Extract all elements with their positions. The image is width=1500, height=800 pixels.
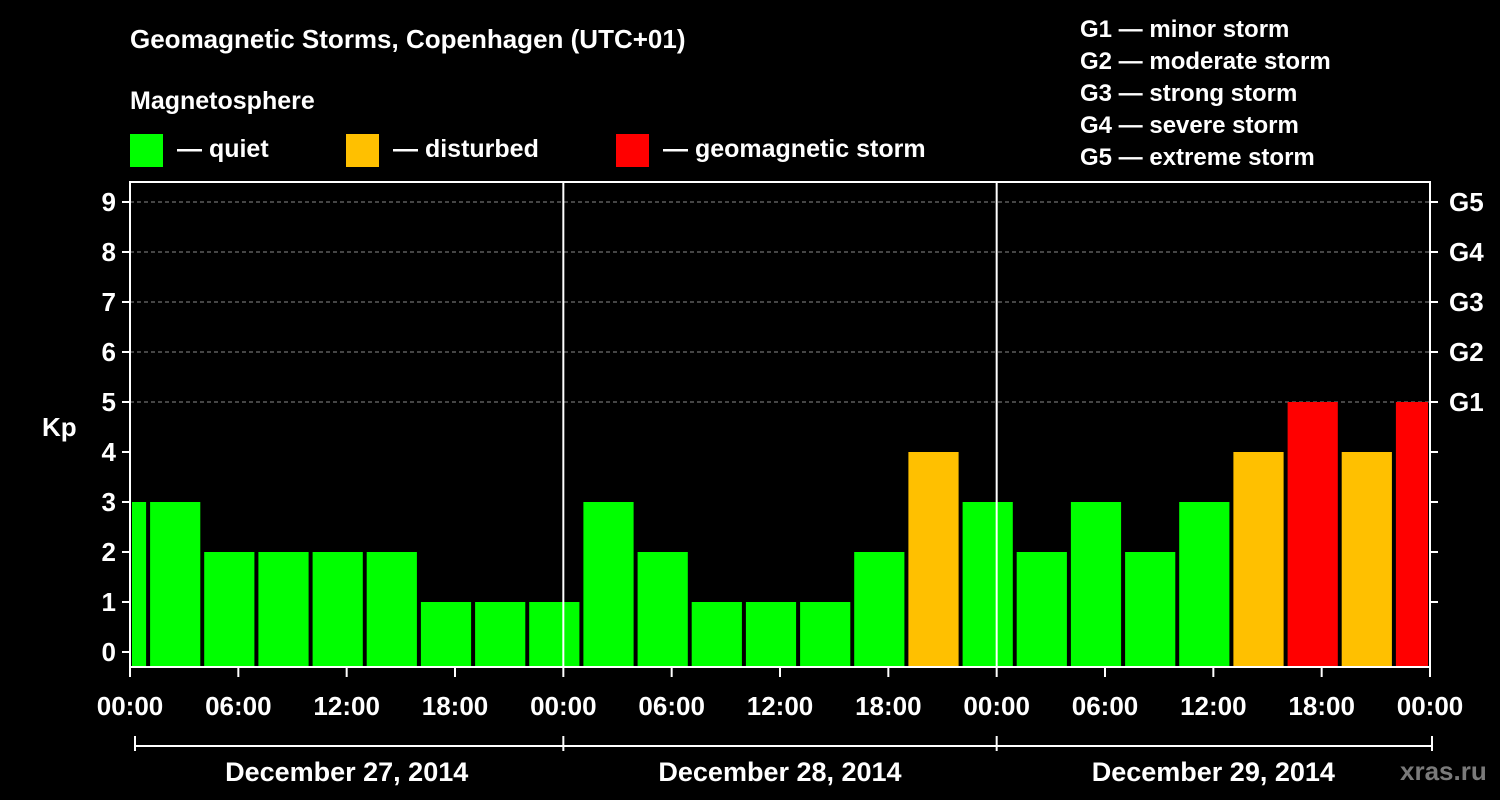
y-tick-label: 3 xyxy=(102,487,116,517)
chart-subtitle: Magnetosphere xyxy=(130,87,315,115)
kp-bar xyxy=(1070,502,1122,667)
kp-bar xyxy=(854,552,905,667)
kp-bar xyxy=(1341,452,1392,667)
bars xyxy=(132,402,1428,667)
date-axis: December 27, 2014 December 28, 2014 Decemb… xyxy=(134,736,1433,787)
y-axis-label: Kp xyxy=(42,412,77,442)
legend-swatch-quiet xyxy=(130,134,163,167)
x-tick-label: 00:00 xyxy=(1397,691,1464,721)
x-axis: 00:00 06:00 12:00 18:00 00:00 06:00 12:00 18:00… xyxy=(97,667,1464,721)
y-tick-label: 5 xyxy=(102,387,116,417)
y-tick-label: 9 xyxy=(102,187,116,217)
kp-bar xyxy=(800,602,851,667)
x-tick-label: 12:00 xyxy=(1180,691,1247,721)
g-scale-label: G5 xyxy=(1449,187,1484,217)
storm-level-g2: G2 — moderate storm xyxy=(1080,48,1331,75)
date-label: December 27, 2014 xyxy=(225,757,468,787)
kp-bar xyxy=(691,602,742,667)
kp-bar xyxy=(1287,402,1338,667)
legend-swatch-disturbed xyxy=(346,134,379,167)
y-tick-label: 4 xyxy=(102,437,117,467)
date-label: December 29, 2014 xyxy=(1092,757,1335,787)
kp-bar xyxy=(1233,452,1284,667)
kp-bar xyxy=(745,602,797,667)
kp-bar xyxy=(529,602,580,667)
kp-bar xyxy=(1016,552,1067,667)
g-scale-label: G2 xyxy=(1449,337,1484,367)
legend-label-quiet: — quiet xyxy=(177,135,269,163)
storm-level-g5: G5 — extreme storm xyxy=(1080,144,1315,171)
x-tick-label: 18:00 xyxy=(1288,691,1355,721)
g-scale-label: G3 xyxy=(1449,287,1484,317)
y-tick-label: 1 xyxy=(102,587,116,617)
x-tick-label: 06:00 xyxy=(638,691,705,721)
kp-bar xyxy=(312,552,363,667)
kp-bar xyxy=(258,552,309,667)
x-tick-label: 18:00 xyxy=(855,691,922,721)
kp-bar xyxy=(132,502,147,667)
kp-bar xyxy=(1395,402,1428,667)
y-tick-label: 2 xyxy=(102,537,116,567)
kp-bar xyxy=(150,502,201,667)
x-tick-label: 18:00 xyxy=(422,691,489,721)
legend-swatch-storm xyxy=(616,134,649,167)
y-axis: 0 1 2 3 4 5 6 7 8 9 xyxy=(102,187,130,667)
storm-level-legend: G1 — minor storm G2 — moderate storm G3 … xyxy=(1080,16,1331,171)
chart-title: Geomagnetic Storms, Copenhagen (UTC+01) xyxy=(130,24,685,54)
legend-label-storm: — geomagnetic storm xyxy=(663,135,926,163)
watermark: xras.ru xyxy=(1400,756,1487,786)
kp-bar xyxy=(204,552,255,667)
kp-bar xyxy=(420,602,472,667)
storm-level-g1: G1 — minor storm xyxy=(1080,16,1289,43)
date-label: December 28, 2014 xyxy=(658,757,901,787)
legend-label-disturbed: — disturbed xyxy=(393,135,539,163)
g-scale-label: G1 xyxy=(1449,387,1484,417)
kp-bar xyxy=(1179,502,1230,667)
kp-bar xyxy=(366,552,417,667)
x-tick-label: 12:00 xyxy=(747,691,814,721)
x-tick-label: 06:00 xyxy=(205,691,272,721)
storm-level-g4: G4 — severe storm xyxy=(1080,112,1299,139)
status-legend: — quiet — disturbed — geomagnetic storm xyxy=(130,134,926,167)
kp-bar xyxy=(1125,552,1176,667)
kp-bar xyxy=(475,602,526,667)
storm-level-g3: G3 — strong storm xyxy=(1080,80,1297,107)
x-tick-label: 00:00 xyxy=(530,691,597,721)
y-tick-label: 7 xyxy=(102,287,116,317)
x-tick-label: 00:00 xyxy=(963,691,1030,721)
g-scale-axis: G1 G2 G3 G4 G5 xyxy=(1430,187,1484,603)
kp-bar xyxy=(962,502,1013,667)
x-tick-label: 00:00 xyxy=(97,691,164,721)
day-separators xyxy=(562,182,998,667)
kp-bar xyxy=(908,452,959,667)
x-tick-label: 12:00 xyxy=(313,691,380,721)
g-scale-label: G4 xyxy=(1449,237,1484,267)
y-tick-label: 0 xyxy=(102,637,116,667)
kp-bar xyxy=(583,502,634,667)
y-tick-label: 8 xyxy=(102,237,116,267)
grid-lines xyxy=(130,201,1430,403)
y-tick-label: 6 xyxy=(102,337,116,367)
kp-bar xyxy=(637,552,688,667)
x-tick-label: 06:00 xyxy=(1072,691,1139,721)
